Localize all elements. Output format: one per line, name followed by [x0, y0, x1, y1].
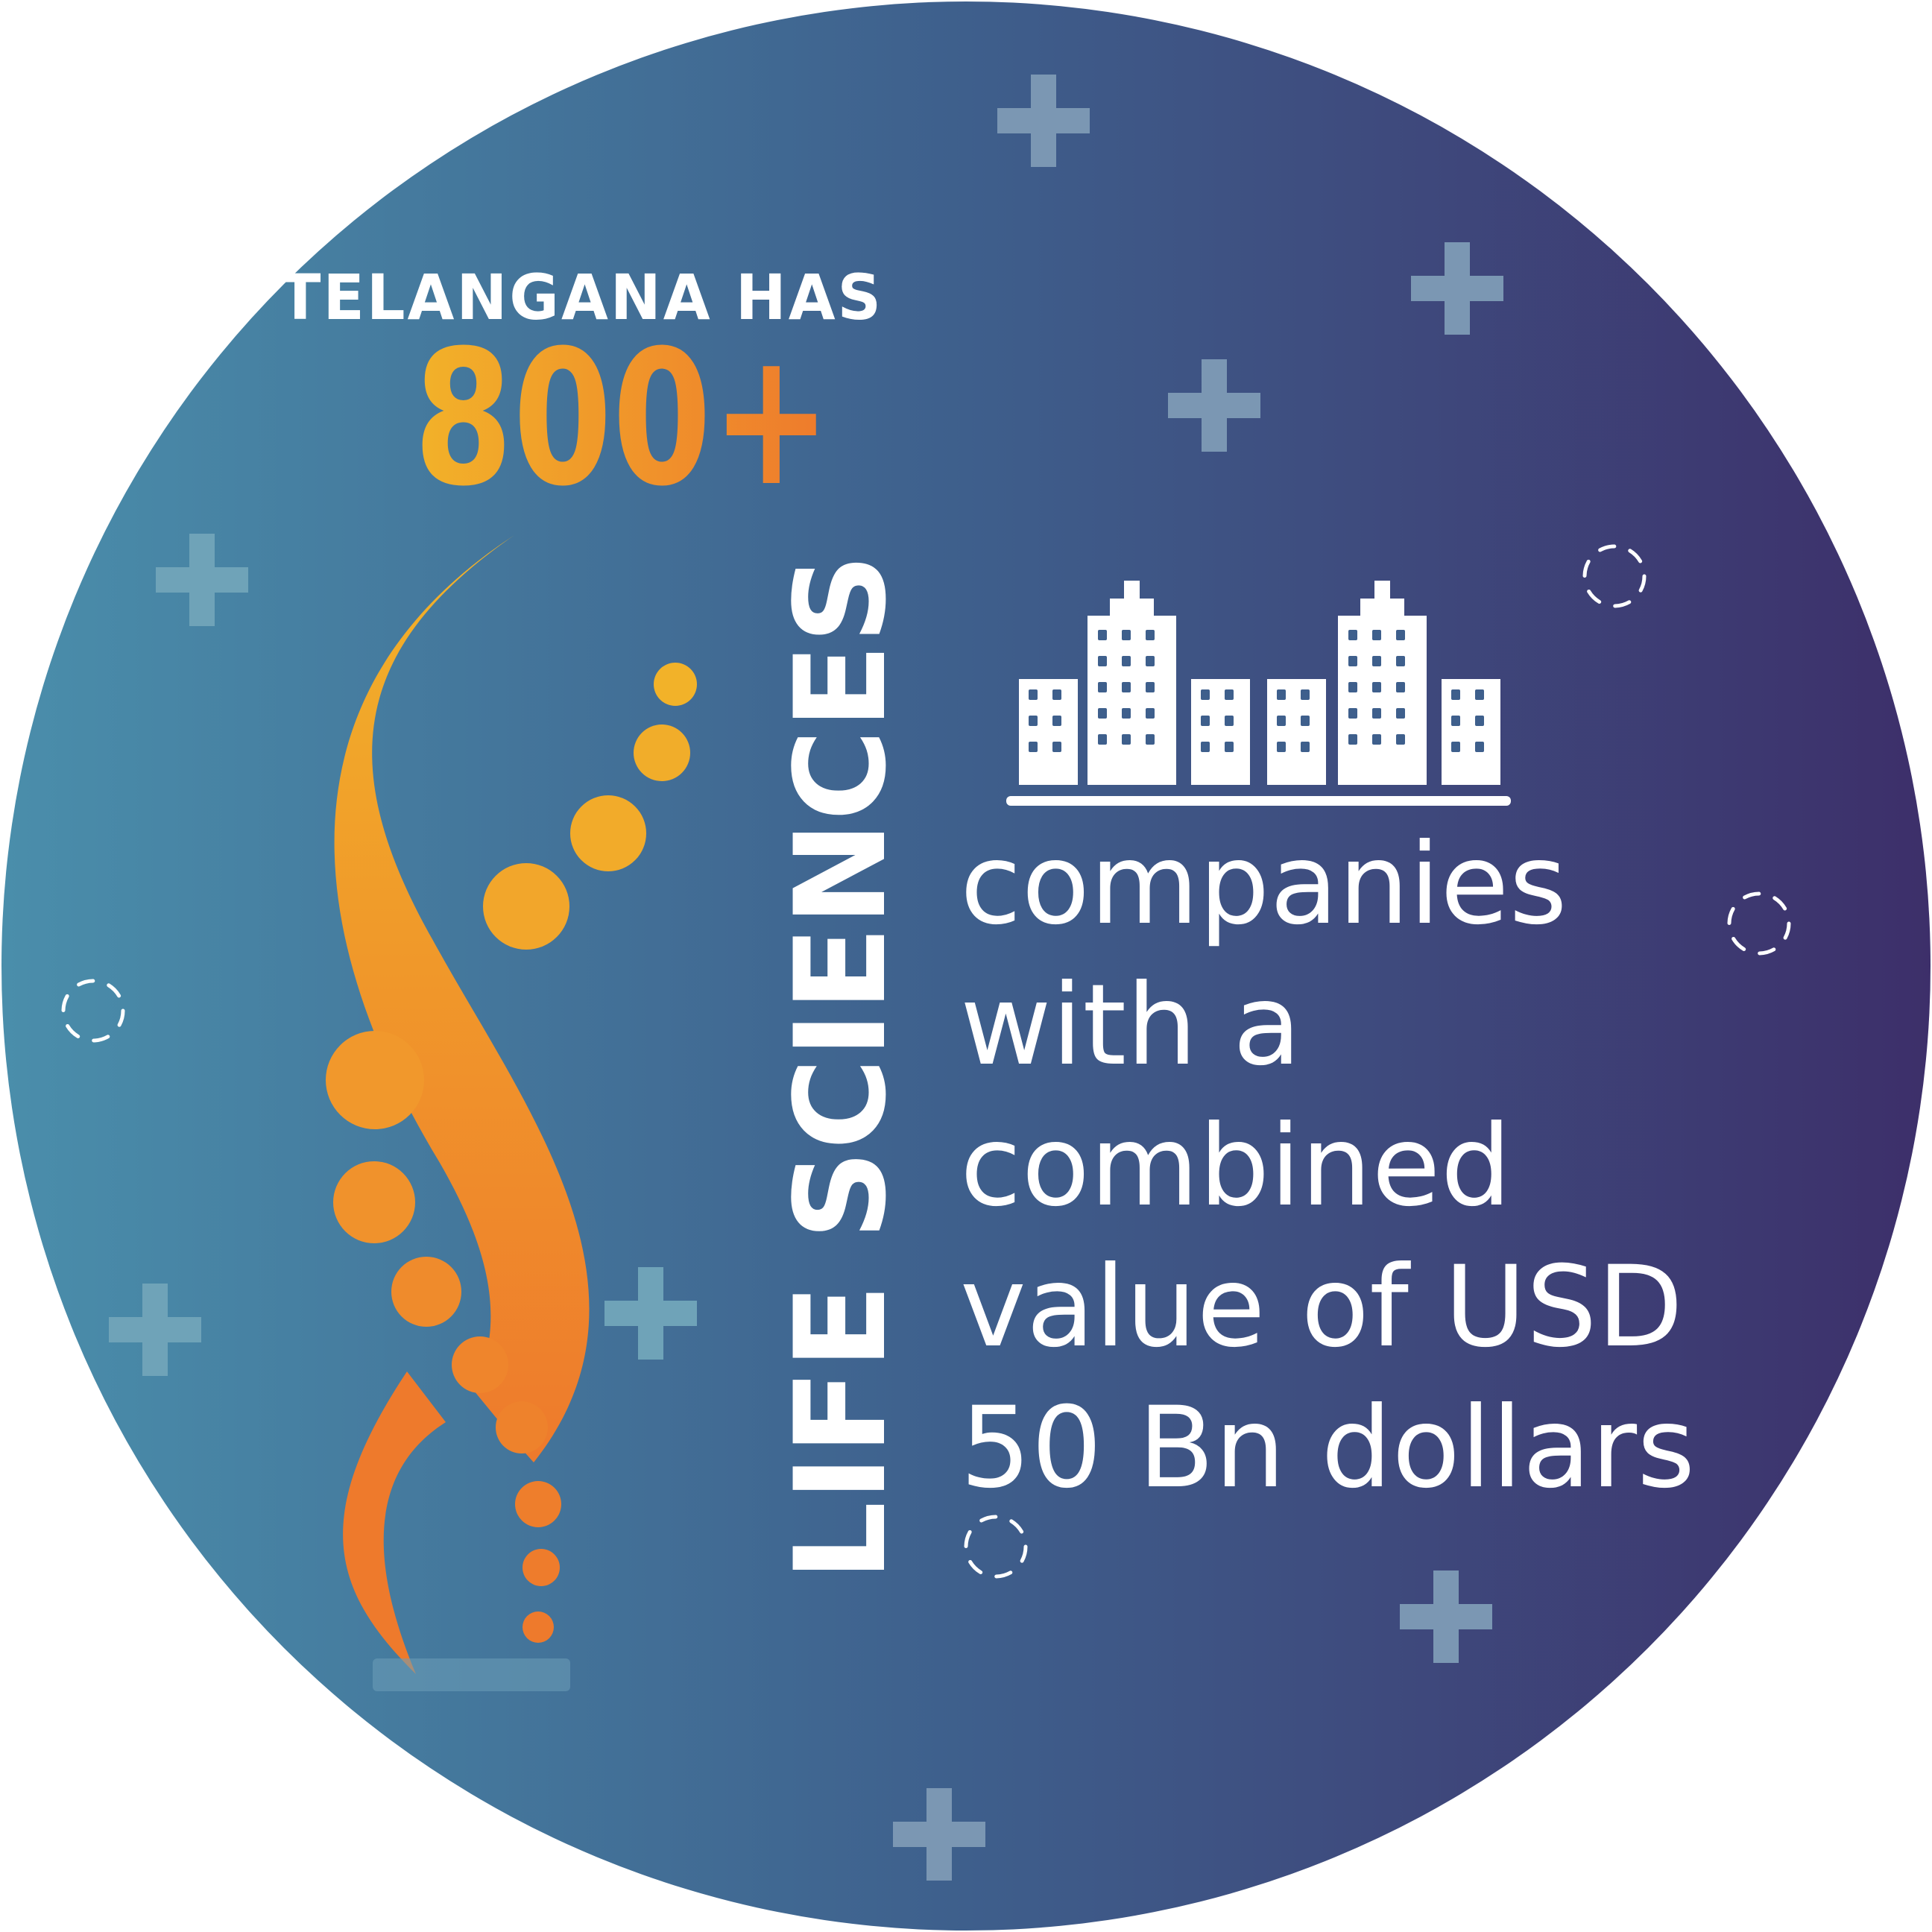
plus-icon — [1168, 359, 1260, 452]
logo-caption-blur — [373, 1658, 570, 1691]
headline-number: 800+ — [414, 310, 831, 527]
vertical-label: LIFE SCIENCES — [768, 554, 914, 1582]
logo-lower-swoosh — [343, 1371, 446, 1674]
dashed-circle-icon — [964, 1515, 1028, 1579]
dashed-circle-icon — [1727, 891, 1791, 956]
dashed-circle-icon — [1582, 544, 1647, 608]
dashed-circle-icon — [61, 979, 125, 1043]
logo-upper-swoosh — [334, 535, 590, 1462]
plus-icon — [1411, 242, 1503, 335]
city-buildings-icon — [1006, 581, 1511, 806]
description-line: 50 Bn dollars — [960, 1383, 1695, 1513]
description-line: companies — [960, 820, 1568, 950]
description-line: value of USD — [960, 1243, 1683, 1372]
plus-icon — [893, 1788, 985, 1881]
plus-icon — [1400, 1570, 1492, 1663]
plus-icon — [156, 534, 248, 626]
plus-icon — [109, 1284, 201, 1376]
logo-dots — [326, 663, 697, 1643]
headline-prefix: TELANGANA HAS — [280, 261, 883, 334]
description-line: combined — [960, 1102, 1512, 1231]
plus-icon — [997, 75, 1090, 167]
description-line: with a — [960, 961, 1301, 1090]
plus-icon — [604, 1267, 697, 1360]
plus-icons — [109, 75, 1503, 1881]
dashed-circle-icons — [61, 544, 1791, 1579]
description: companies with a combined value of USD 5… — [960, 820, 1695, 1513]
life-sciences-swirl-logo — [326, 535, 697, 1691]
